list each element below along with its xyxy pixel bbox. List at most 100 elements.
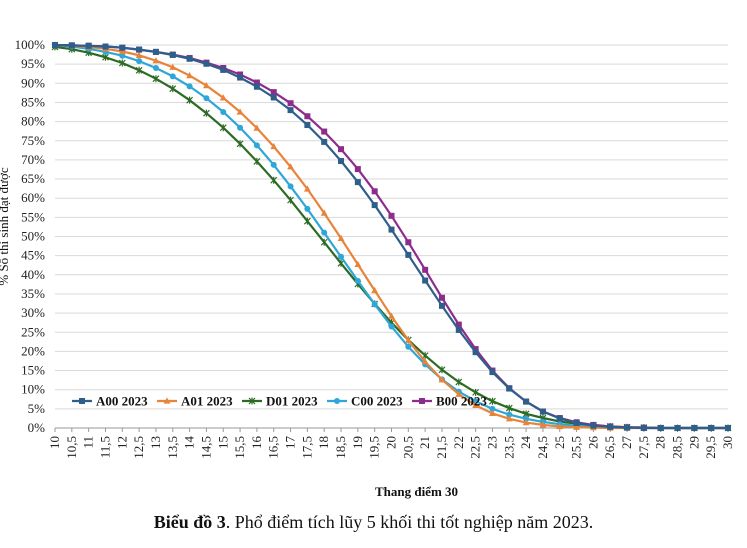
data-point	[388, 323, 395, 330]
data-point	[624, 424, 631, 431]
x-tick-label: 12	[114, 436, 129, 449]
series-group	[51, 41, 732, 432]
x-tick-label: 24	[518, 436, 533, 450]
data-point	[320, 238, 328, 246]
data-point	[523, 398, 530, 405]
y-axis-title: % Số thí sinh đạt được	[0, 167, 11, 286]
data-point	[472, 346, 479, 353]
x-tick-label: 21	[417, 436, 432, 449]
x-axis-ticks: 10 10,5 11 11,5 12 12,5 13 13,5 14 14,5 15 15,5 16 16…	[47, 436, 735, 459]
x-tick-label: 24,5	[535, 436, 550, 459]
data-point	[388, 312, 395, 319]
x-tick-label: 27,5	[636, 436, 651, 459]
data-point	[186, 83, 193, 90]
data-point	[489, 397, 496, 405]
y-tick-label: 70%	[21, 152, 45, 167]
y-tick-label: 100%	[15, 37, 46, 52]
data-point	[135, 51, 143, 58]
data-point	[237, 71, 244, 78]
x-tick-label: 14,5	[198, 436, 213, 459]
legend-swatch-marker	[248, 397, 256, 405]
data-point	[186, 96, 194, 104]
x-tick-label: 13	[148, 436, 163, 449]
y-tick-label: 80%	[21, 114, 45, 129]
data-point	[506, 385, 513, 392]
caption-label: Biểu đồ 3	[153, 512, 226, 532]
data-point	[472, 398, 479, 405]
data-point	[338, 158, 345, 165]
data-point	[505, 415, 513, 422]
data-point	[691, 425, 698, 431]
data-point	[303, 217, 311, 225]
data-point	[657, 425, 664, 431]
data-point	[169, 85, 177, 93]
x-tick-label: 17,5	[299, 436, 314, 459]
data-point	[135, 66, 143, 74]
data-point	[203, 109, 210, 117]
data-point	[85, 42, 92, 49]
data-point	[304, 113, 311, 120]
y-tick-label: 60%	[21, 190, 45, 205]
caption-text: . Phổ điểm tích lũy 5 khối thi tốt nghiệ…	[225, 512, 594, 532]
data-point	[725, 425, 731, 431]
y-tick-label: 55%	[21, 209, 45, 224]
data-point	[472, 349, 479, 356]
data-point	[136, 58, 143, 65]
data-point	[68, 42, 75, 49]
data-point	[303, 185, 311, 192]
data-point	[270, 176, 278, 184]
x-tick-label: 29,5	[703, 436, 718, 459]
data-point	[186, 55, 193, 62]
data-point	[708, 425, 715, 431]
data-point	[219, 94, 227, 101]
x-tick-label: 21,5	[434, 436, 449, 459]
data-point	[455, 321, 462, 328]
data-point	[236, 140, 244, 148]
legend-item: D01 2023	[242, 394, 318, 409]
data-point	[270, 89, 277, 96]
data-point	[270, 94, 277, 101]
y-tick-label: 0%	[28, 420, 46, 435]
y-tick-label: 35%	[21, 286, 45, 301]
x-tick-label: 15,5	[232, 436, 247, 459]
legend-label: B00 2023	[436, 394, 487, 409]
data-point	[354, 166, 361, 173]
y-tick-label: 10%	[21, 382, 45, 397]
x-tick-label: 12,5	[131, 436, 146, 459]
x-tick-label: 25	[552, 436, 567, 449]
data-point	[539, 421, 547, 428]
x-tick-label: 23	[484, 436, 499, 449]
data-point	[169, 51, 176, 58]
data-point	[422, 266, 429, 273]
data-point	[304, 122, 311, 129]
y-tick-label: 65%	[21, 171, 45, 186]
data-point	[253, 157, 261, 165]
cumulative-score-chart: 0% 5% 10% 15% 20% 25% 30% 35% 40% 45% 50% 55% 60% 65%…	[0, 37, 735, 499]
x-tick-label: 15	[215, 436, 230, 449]
data-point	[253, 79, 260, 86]
legend-label: A01 2023	[181, 394, 233, 409]
data-point	[371, 202, 378, 209]
data-point	[338, 146, 345, 153]
x-tick-label: 30	[720, 436, 735, 449]
legend-item: B00 2023	[412, 394, 487, 409]
legend-swatch-marker	[163, 397, 171, 404]
data-point	[505, 404, 513, 412]
x-tick-label: 22	[451, 436, 466, 449]
data-point	[169, 63, 177, 70]
data-point	[640, 425, 647, 431]
data-point	[203, 95, 210, 102]
x-axis-title: Thang điểm 30	[375, 484, 458, 499]
data-point	[539, 408, 546, 415]
x-tick-label: 29	[686, 436, 701, 449]
data-point	[472, 388, 480, 396]
x-tick-label: 20,5	[400, 436, 415, 459]
data-point	[573, 423, 580, 430]
y-tick-label: 45%	[21, 248, 45, 263]
data-point	[320, 209, 328, 216]
data-point	[119, 52, 126, 59]
data-point	[371, 286, 379, 294]
data-point	[506, 411, 513, 418]
data-point	[405, 251, 412, 258]
x-tick-label: 18,5	[333, 436, 348, 459]
